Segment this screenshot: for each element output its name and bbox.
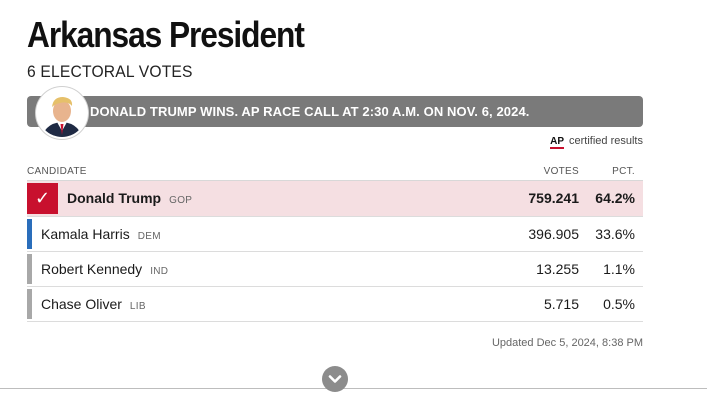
checkmark-icon: ✓ [27, 183, 58, 214]
race-call-text: DONALD TRUMP WINS. AP RACE CALL AT 2:30 … [90, 104, 530, 119]
results-table: ✓ Donald Trump GOP 759.241 64.2% Kamala H… [27, 180, 643, 322]
ap-logo: AP [550, 136, 565, 149]
divider [0, 388, 707, 389]
race-call-banner: DONALD TRUMP WINS. AP RACE CALL AT 2:30 … [27, 96, 643, 127]
candidate-pct: 64.2% [595, 190, 635, 206]
certified-results-text: certified results [569, 135, 643, 147]
party-label: LIB [129, 301, 146, 312]
candidate-pct: 0.5% [603, 296, 635, 312]
header-candidate: CANDIDATE [27, 166, 87, 177]
candidate-name: Chase Oliver LIB [41, 296, 146, 312]
candidate-name: Robert Kennedy IND [41, 261, 168, 277]
header-pct: PCT. [612, 166, 635, 177]
party-label: IND [150, 266, 169, 277]
candidate-name: Kamala Harris DEM [41, 226, 161, 242]
chevron-down-icon [328, 375, 342, 383]
candidate-pct: 1.1% [603, 261, 635, 277]
candidate-name-text: Chase Oliver [41, 296, 122, 312]
candidate-votes: 759.241 [528, 190, 579, 206]
updated-timestamp: Updated Dec 5, 2024, 8:38 PM [491, 337, 643, 349]
ap-certified-label: AP certified results [550, 135, 643, 149]
table-row-oliver: Chase Oliver LIB 5.715 0.5% [27, 287, 643, 322]
candidate-avatar [36, 87, 88, 139]
avatar-portrait-icon [38, 89, 86, 137]
candidate-name-text: Donald Trump [67, 190, 162, 206]
page-title: Arkansas President [27, 14, 305, 55]
party-color-bar [27, 219, 32, 249]
candidate-name-text: Robert Kennedy [41, 261, 143, 277]
party-color-bar [27, 254, 32, 284]
candidate-votes: 396.905 [528, 226, 579, 242]
candidate-name-text: Kamala Harris [41, 226, 130, 242]
expand-button[interactable] [322, 366, 348, 392]
party-label: DEM [137, 231, 161, 242]
column-headers: CANDIDATE VOTES PCT. [27, 166, 643, 180]
electoral-votes: 6 ELECTORAL VOTES [27, 62, 193, 81]
table-row-harris: Kamala Harris DEM 396.905 33.6% [27, 217, 643, 252]
header-votes: VOTES [543, 166, 579, 177]
table-row-trump: ✓ Donald Trump GOP 759.241 64.2% [27, 181, 643, 217]
candidate-pct: 33.6% [595, 226, 635, 242]
table-row-kennedy: Robert Kennedy IND 13.255 1.1% [27, 252, 643, 287]
party-color-bar [27, 289, 32, 319]
candidate-votes: 5.715 [543, 296, 579, 312]
party-label: GOP [169, 195, 193, 206]
candidate-votes: 13.255 [536, 261, 579, 277]
candidate-name: Donald Trump GOP [67, 190, 192, 206]
